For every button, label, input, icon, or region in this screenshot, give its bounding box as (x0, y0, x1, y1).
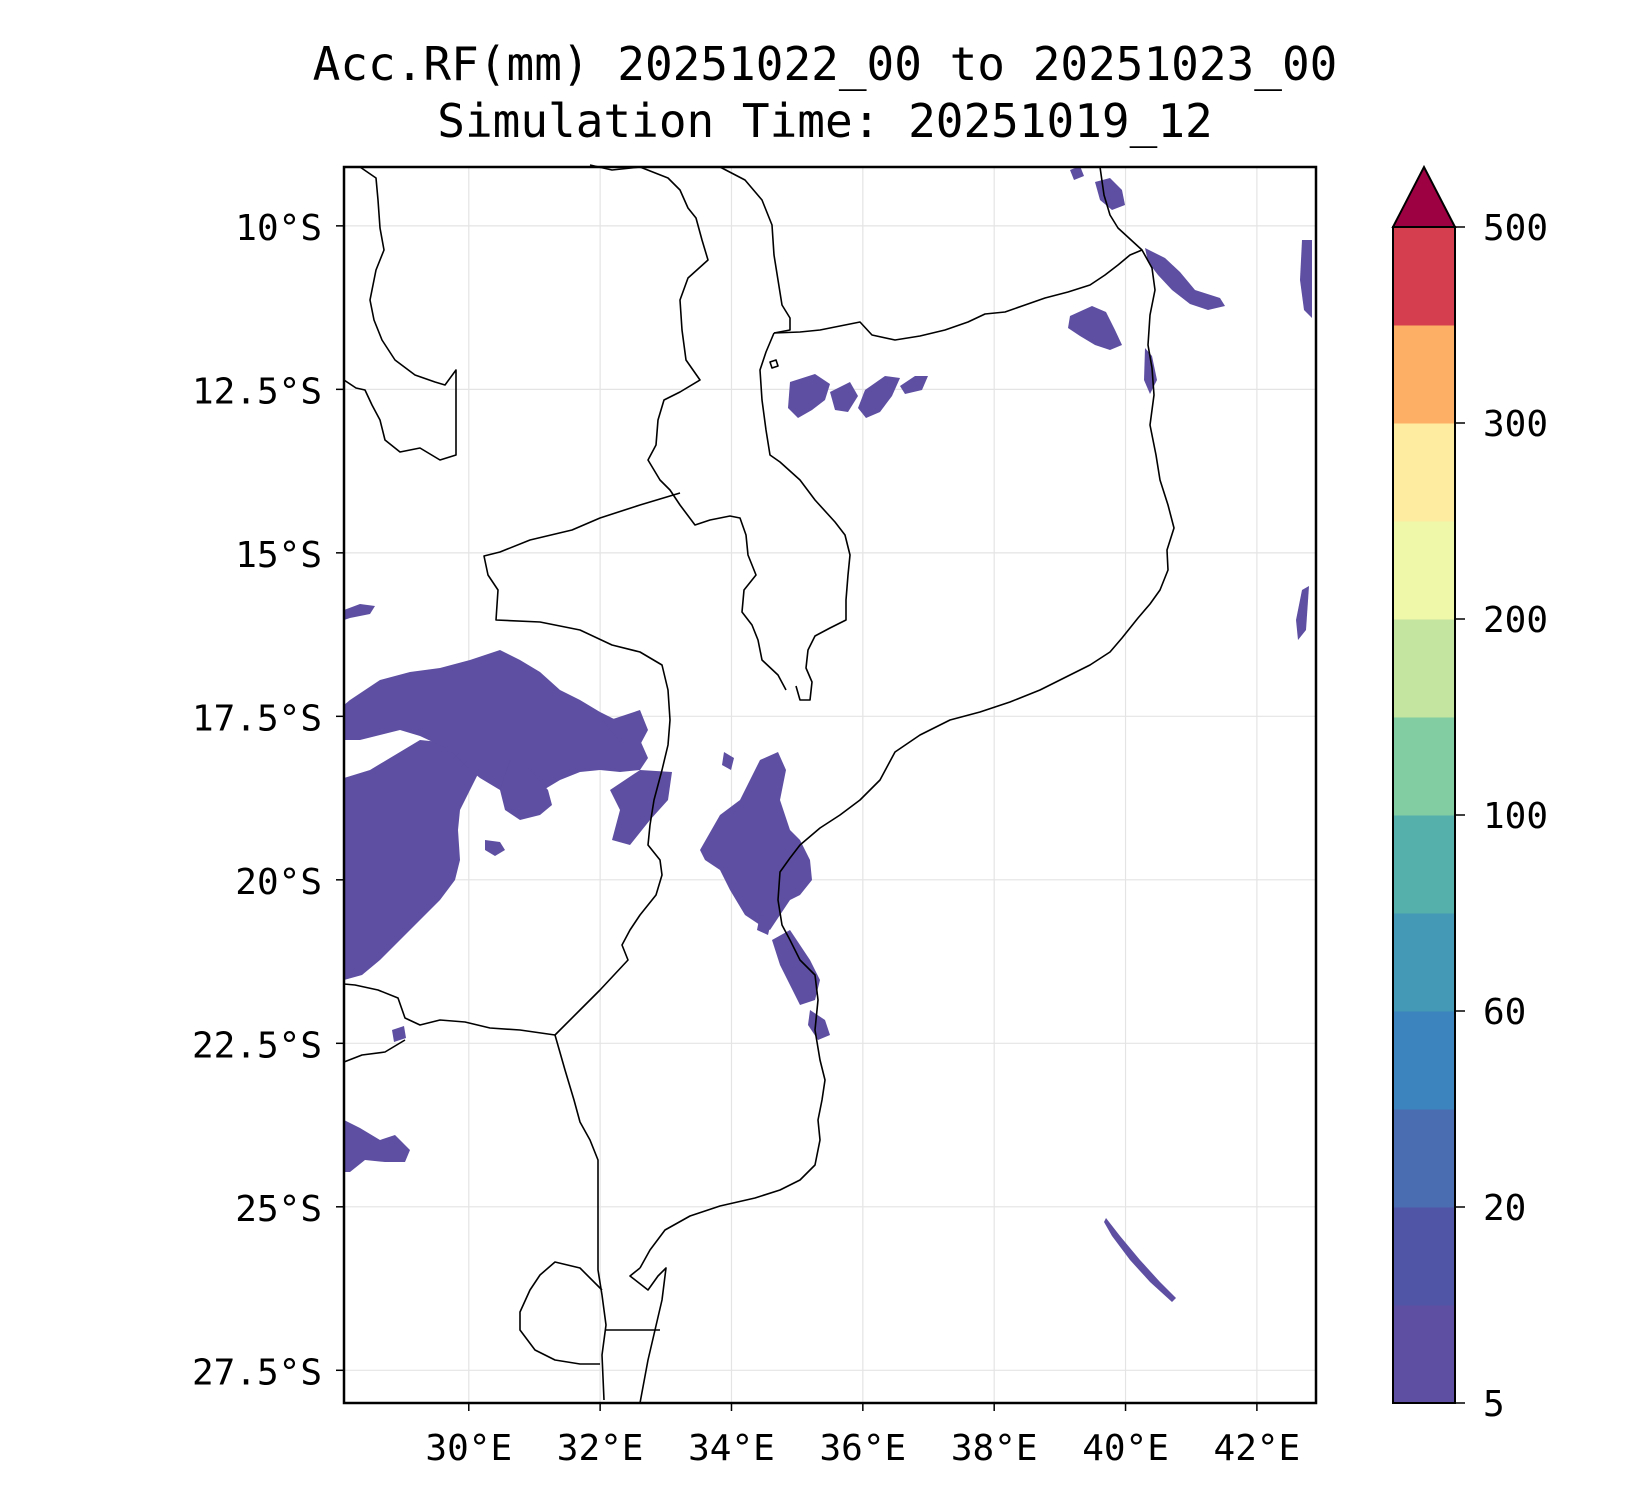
rain-area-sw-2 (392, 1026, 406, 1042)
rain-area-coast-north (1145, 248, 1225, 310)
latitude-axis: 10°S 12.5°S 15°S 17.5°S 20°S 22.5°S 25°S 27.5°S (192, 208, 344, 1393)
border-south-africa (554, 1034, 607, 1401)
lake-malawi-island (769, 359, 779, 369)
coastlines-borders (343, 164, 1175, 1404)
coastline-east (639, 166, 1175, 1269)
colorbar-tick-label: 5 (1483, 1384, 1505, 1425)
colorbar-tick-label: 20 (1483, 1188, 1526, 1229)
lat-tick-label: 10°S (235, 208, 322, 249)
border-mozambique-north (773, 249, 1143, 341)
lat-tick-label: 12.5°S (192, 371, 322, 412)
gridlines (344, 167, 1316, 1403)
rain-area-coast-south (808, 1010, 830, 1040)
lon-tick-label: 40°E (1082, 1428, 1169, 1469)
lat-tick-label: 15°S (235, 535, 322, 576)
rain-area-small-1 (485, 840, 505, 856)
rain-area-cabo-delgado (1068, 306, 1122, 350)
colorbar-tick-label: 500 (1483, 208, 1548, 249)
lat-tick-label: 25°S (235, 1189, 322, 1230)
rain-area-small-4 (722, 752, 734, 770)
colorbar-extend-arrow (1391, 164, 1457, 228)
lon-tick-label: 42°E (1214, 1428, 1301, 1469)
border-zimbabwe-south (343, 983, 556, 1036)
lon-tick-label: 32°E (557, 1428, 644, 1469)
rain-area-sw-1 (344, 1120, 410, 1172)
lat-tick-label: 20°S (235, 862, 322, 903)
coastline-south (629, 1267, 667, 1404)
rain-area-east-edge-1 (1300, 240, 1312, 318)
border-tanzania-malawi (719, 166, 791, 334)
colorbar-tick-label: 100 (1483, 796, 1548, 837)
map-frame (342, 165, 1318, 1405)
rain-area-west-edge (344, 604, 375, 620)
lon-tick-label: 38°E (951, 1428, 1038, 1469)
lat-tick-label: 22.5°S (192, 1025, 322, 1066)
lon-tick-label: 34°E (688, 1428, 775, 1469)
longitude-axis: 30°E 32°E 34°E 36°E 38°E 40°E 42°E (425, 1403, 1300, 1469)
colorbar-segment (1393, 619, 1455, 718)
rain-area-mozambique-north-3 (858, 376, 900, 418)
colorbar-segment (1393, 815, 1455, 914)
colorbar-tick-label: 60 (1483, 992, 1526, 1033)
map-title-line1: Acc.RF(mm) 20251022_00 to 20251023_00 (312, 37, 1338, 91)
rainfall-shading (344, 166, 1312, 1302)
rain-area-mozambique-north-4 (900, 376, 928, 394)
colorbar: 500 300 200 100 60 20 5 (1391, 164, 1548, 1425)
colorbar-segment (1393, 521, 1455, 620)
colorbar-segment (1393, 227, 1455, 326)
rain-area-mozambique-north-2 (830, 382, 858, 412)
colorbar-segment (1393, 1011, 1455, 1110)
border-zambia-mozambique (483, 492, 681, 1036)
lon-tick-label: 30°E (425, 1428, 512, 1469)
rain-area-small-3 (757, 915, 772, 935)
colorbar-segment (1393, 1109, 1455, 1208)
colorbar-tick-label: 200 (1483, 600, 1548, 641)
rain-area-zimbabwe-east (500, 760, 552, 820)
border-botswana (343, 1039, 406, 1063)
rain-area-west (344, 740, 480, 980)
border-zambia-west (343, 166, 457, 461)
map-panel (342, 164, 1318, 1405)
colorbar-segment (1393, 717, 1455, 816)
lat-tick-label: 27.5°S (192, 1352, 322, 1393)
map-title-line2: Simulation Time: 20251019_12 (437, 94, 1213, 148)
colorbar-tick-label: 300 (1483, 404, 1548, 445)
colorbar-segments (1393, 227, 1455, 1404)
rain-area-tanzania-2 (1070, 166, 1084, 180)
rain-area-east-edge-2 (1296, 586, 1309, 640)
colorbar-ticks: 500 300 200 100 60 20 5 (1455, 208, 1548, 1425)
map-background (344, 167, 1316, 1403)
colorbar-segment (1393, 325, 1455, 424)
colorbar-segment (1393, 913, 1455, 1012)
colorbar-segment (1393, 423, 1455, 522)
lon-tick-label: 36°E (819, 1428, 906, 1469)
rain-area-offshore (1104, 1218, 1176, 1302)
rain-area-zimbabwe (344, 650, 648, 800)
rain-area-beira-1 (700, 752, 812, 930)
colorbar-segment (1393, 1207, 1455, 1306)
colorbar-segment (1393, 1305, 1455, 1404)
rain-area-mozambique-north-1 (788, 374, 830, 418)
rain-area-small-2 (604, 710, 648, 745)
border-malawi-west (639, 166, 787, 691)
rain-area-beira-2 (772, 930, 820, 1005)
border-eswatini (519, 1261, 603, 1365)
border-malawi-east (759, 332, 851, 701)
lat-tick-label: 17.5°S (192, 698, 322, 739)
